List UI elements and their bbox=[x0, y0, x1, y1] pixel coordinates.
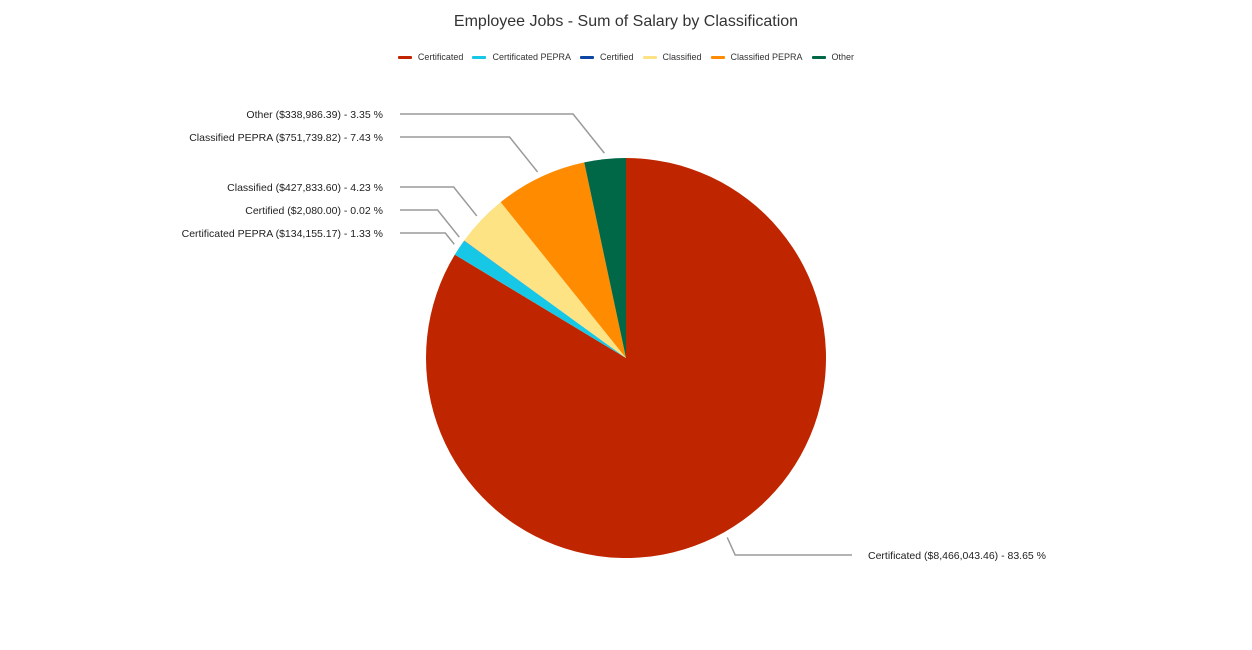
pie-slice-classified-pepra[interactable] bbox=[500, 162, 626, 358]
slice-label: Certificated ($8,466,043.46) - 83.65 % bbox=[868, 550, 1046, 562]
legend-swatch bbox=[397, 55, 412, 59]
chart-title: Employee Jobs - Sum of Salary by Classif… bbox=[453, 13, 799, 30]
slice-label: Classified ($427,833.60) - 4.23 % bbox=[227, 182, 383, 194]
legend-label: Classified bbox=[662, 52, 702, 62]
pie-slice-other[interactable] bbox=[584, 158, 626, 358]
callout-line bbox=[400, 232, 455, 245]
legend-item-classified-pepra[interactable]: Classified PEPRA bbox=[710, 52, 803, 62]
legend-label: Classified PEPRA bbox=[730, 52, 803, 62]
callout-line bbox=[400, 136, 539, 173]
legend-label: Other bbox=[831, 52, 855, 62]
callout-line bbox=[400, 186, 478, 217]
chart-legend: Certificated Certificated PEPRA Certifie… bbox=[0, 52, 1252, 62]
legend-item-certificated[interactable]: Certificated bbox=[397, 52, 464, 62]
legend-label: Certified bbox=[599, 52, 634, 62]
slice-label: Classified PEPRA ($751,739.82) - 7.43 % bbox=[189, 132, 383, 144]
legend-item-classified[interactable]: Classified bbox=[642, 52, 702, 62]
pie-slice-certified[interactable] bbox=[464, 240, 626, 358]
slice-label: Certified ($2,080.00) - 0.02 % bbox=[245, 205, 383, 217]
legend-item-other[interactable]: Other bbox=[811, 52, 855, 62]
legend-swatch bbox=[472, 55, 487, 59]
callout-line bbox=[726, 537, 852, 556]
legend-swatch bbox=[710, 55, 725, 59]
slice-label: Certificated PEPRA ($134,155.17) - 1.33 … bbox=[182, 228, 383, 240]
legend-swatch bbox=[811, 55, 826, 59]
callout-line bbox=[400, 209, 460, 238]
pie-slice-certificated[interactable] bbox=[425, 158, 826, 558]
legend-swatch bbox=[642, 55, 657, 59]
pie-slice-certificated-pepra[interactable] bbox=[454, 240, 626, 358]
legend-label: Certificated PEPRA bbox=[492, 52, 571, 62]
pie-slice-classified[interactable] bbox=[464, 202, 626, 358]
legend-swatch bbox=[579, 55, 594, 59]
legend-label: Certificated bbox=[417, 52, 464, 62]
legend-item-certified[interactable]: Certified bbox=[579, 52, 634, 62]
callout-line bbox=[400, 113, 605, 154]
slice-label: Other ($338,986.39) - 3.35 % bbox=[246, 109, 383, 121]
legend-item-certificated-pepra[interactable]: Certificated PEPRA bbox=[472, 52, 571, 62]
